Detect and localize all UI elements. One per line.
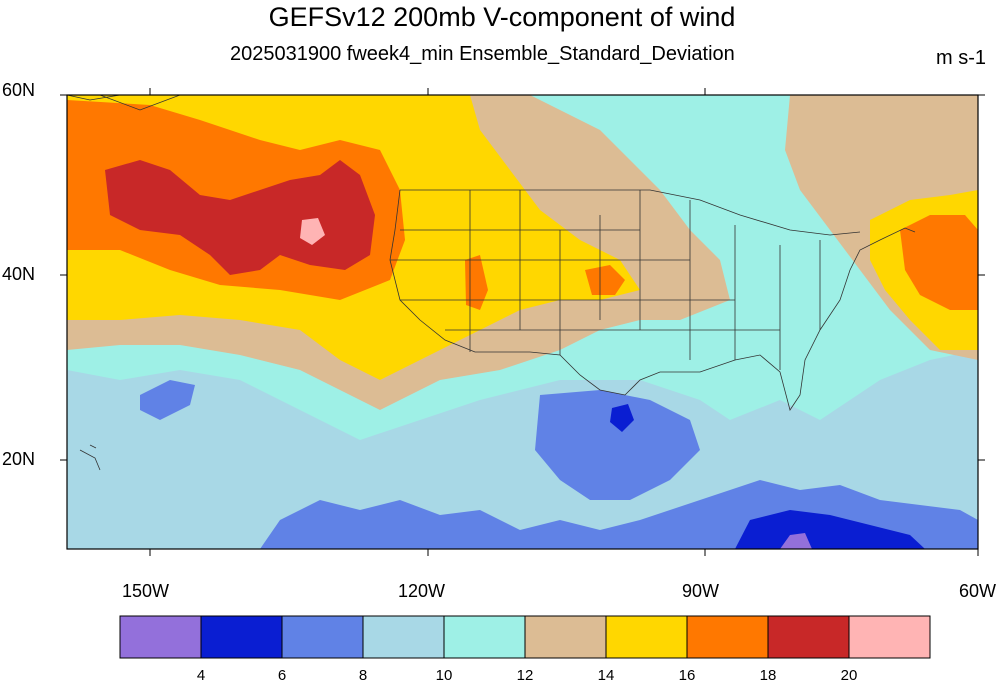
colorbar-tick-label: 10 [435,667,453,684]
field-4-6-gulf [610,404,634,432]
colorbar-swatch [362,615,445,659]
shaded-field [67,95,978,549]
colorbar-tick-label: 14 [597,667,615,684]
field-16-18-a [465,255,488,310]
colorbar-tick-label: 20 [840,667,858,684]
colorbar [119,615,931,659]
colorbar-swatch [605,615,688,659]
colorbar-swatch [524,615,607,659]
colorbar-swatch [200,615,283,659]
colorbar-tick-label: 4 [196,667,206,684]
colorbar-tick-label: 8 [358,667,368,684]
lon-label-60w: 60W [959,581,997,601]
field-lt-4 [780,533,812,549]
field-6-8-west [140,380,195,420]
map-title: GEFSv12 200mb V-component of wind [268,2,736,32]
map-frame [66,94,979,550]
field-gt-20 [300,218,325,245]
colorbar-swatch [686,615,769,659]
lon-label-90w: 90W [682,581,720,601]
colorbar-tick-label: 12 [516,667,534,684]
lat-label-40n: 40N [2,264,36,284]
colorbar-swatch [767,615,850,659]
colorbar-tick-label: 6 [277,667,287,684]
units-label: m s-1 [936,47,986,69]
lon-label-120w: 120W [398,581,446,601]
field-16-18-east [900,215,978,310]
colorbar-swatch [443,615,526,659]
field-4-6 [735,510,925,549]
field-18-20 [105,160,375,275]
colorbar-swatch [119,615,202,659]
map-subtitle: 2025031900 fweek4_min Ensemble_Standard_… [230,43,735,65]
colorbar-swatch [281,615,364,659]
field-6-8 [535,390,700,500]
coastlines [67,95,916,471]
axis-ticks [60,88,985,556]
colorbar-tick-label: 16 [678,667,696,684]
lon-label-150w: 150W [122,581,170,601]
lat-label-20n: 20N [2,449,36,469]
colorbar-swatch [848,615,931,659]
lat-label-60n: 60N [2,80,36,100]
field-16-18-b [585,265,625,295]
colorbar-tick-label: 18 [759,667,777,684]
